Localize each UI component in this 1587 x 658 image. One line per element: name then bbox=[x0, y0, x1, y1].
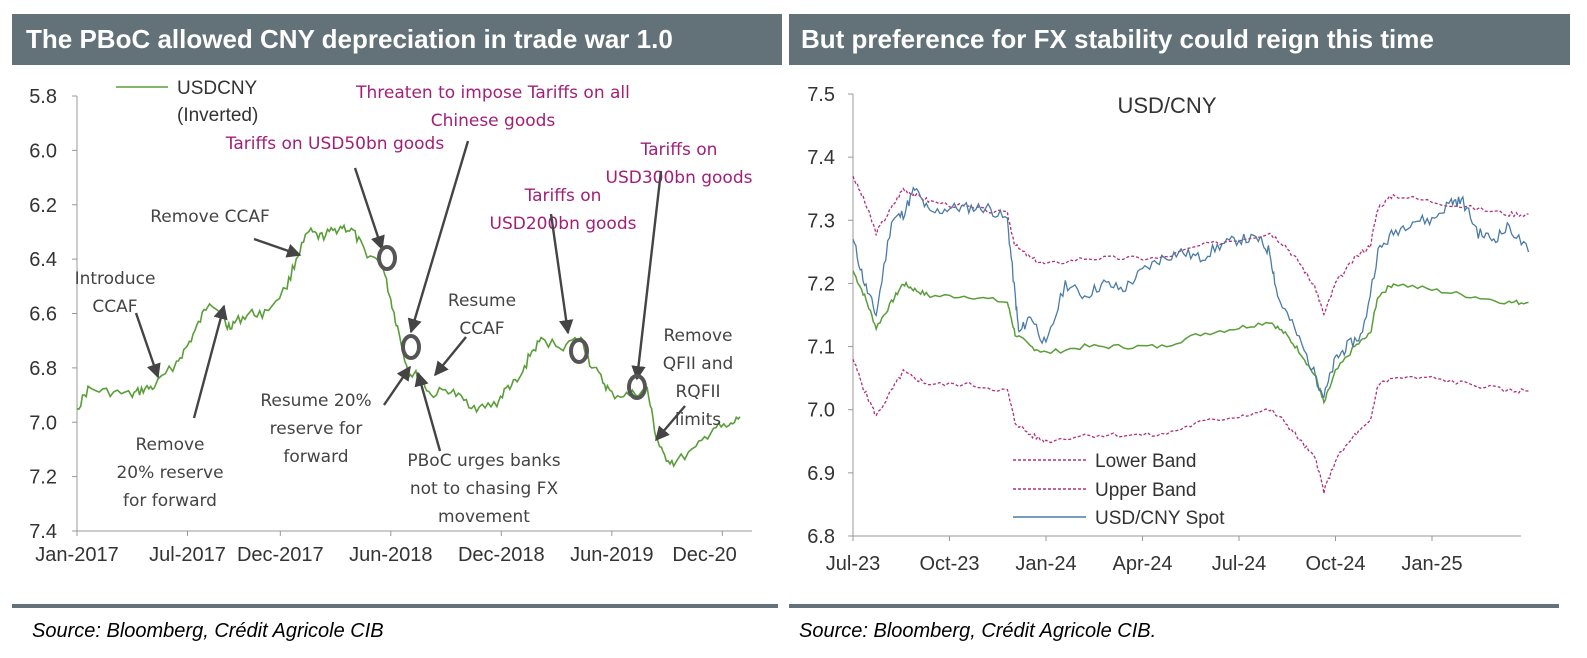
right-y-tick-label: 7.3 bbox=[807, 210, 835, 232]
event-marker-circle bbox=[569, 338, 589, 364]
event-marker-circle bbox=[377, 245, 397, 271]
left-annotation-arrow bbox=[631, 170, 663, 381]
right-y-tick-label: 7.0 bbox=[807, 400, 835, 422]
left-annotation-text: CCAF bbox=[459, 319, 504, 339]
left-panel: The PBoC allowed CNY depreciation in tra… bbox=[0, 0, 782, 658]
left-source: Source: Bloomberg, Crédit Agricole CIB bbox=[32, 620, 384, 642]
left-annotation-arrow bbox=[253, 237, 302, 258]
left-annotation-text: for forward bbox=[123, 491, 217, 511]
right-y-tick-label: 7.2 bbox=[807, 273, 835, 295]
right-x-tick-label: Jul-23 bbox=[826, 553, 880, 575]
left-annotation-text: RQFII bbox=[676, 382, 721, 402]
left-annotation-text: Tariffs on bbox=[640, 140, 718, 160]
left-annotation-arrow bbox=[434, 336, 467, 377]
right-x-tick-label: Oct-24 bbox=[1305, 553, 1365, 575]
right-x-tick-label: Apr-24 bbox=[1112, 553, 1172, 575]
left-x-tick-label: Dec-20 bbox=[672, 544, 736, 566]
right-chart-title: USD/CNY bbox=[1117, 93, 1216, 118]
left-annotation-text: forward bbox=[283, 447, 348, 467]
left-annotation-text: Tariffs on bbox=[524, 186, 602, 206]
left-x-tick-label: Jan-2017 bbox=[35, 544, 118, 566]
left-annotation-text: Introduce bbox=[75, 269, 156, 289]
left-annotation-text: USD300bn goods bbox=[606, 168, 753, 188]
left-annotation-text: Remove bbox=[136, 435, 205, 455]
usdcny-inverted-line bbox=[76, 223, 741, 468]
left-y-tick-label: 6.2 bbox=[29, 195, 57, 217]
right-panel: But preference for FX stability could re… bbox=[789, 0, 1587, 658]
left-x-tick-label: Dec-2017 bbox=[237, 544, 324, 566]
right-x-tick-label: Jan-24 bbox=[1015, 553, 1076, 575]
left-annotation-text: limits bbox=[675, 410, 721, 430]
usdcny-spot-line bbox=[852, 186, 1530, 399]
left-annotation-text: Tariffs on USD50bn goods bbox=[225, 134, 445, 154]
right-chart: 6.8 6.9 7.0 7.1 7.2 7.3 7.4 7.5 Jul-23 Oct-23 Jan-… bbox=[807, 84, 1530, 575]
left-x-tick-label: Jun-2018 bbox=[349, 544, 432, 566]
left-annotation-arrow bbox=[414, 371, 442, 452]
left-x-tick-label: Dec-2018 bbox=[458, 544, 545, 566]
right-y-tick-label: 6.9 bbox=[807, 463, 835, 485]
left-panel-title: The PBoC allowed CNY depreciation in tra… bbox=[12, 14, 782, 65]
left-y-tick-label: 7.2 bbox=[29, 467, 57, 489]
lower-band-line bbox=[852, 359, 1529, 494]
left-legend-label: USDCNY bbox=[177, 78, 258, 99]
left-annotation-text: USD200bn goods bbox=[490, 214, 637, 234]
right-x-tick-label: Jul-24 bbox=[1212, 553, 1266, 575]
right-y-tick-label: 6.8 bbox=[807, 526, 835, 548]
left-annotation-text: movement bbox=[438, 507, 530, 527]
left-x-tick-label: Jul-2017 bbox=[149, 544, 226, 566]
left-annotation-text: 20% reserve bbox=[116, 463, 223, 483]
left-annotation-arrow bbox=[549, 213, 574, 335]
left-annotation-text: Resume bbox=[448, 291, 516, 311]
left-annotation-text: Remove bbox=[664, 326, 733, 346]
left-legend-label: (Inverted) bbox=[177, 105, 258, 126]
left-annotation-arrow bbox=[383, 365, 411, 406]
right-x-tick-label: Jan-25 bbox=[1401, 553, 1462, 575]
right-legend-label: USD/CNY Spot bbox=[1095, 508, 1225, 529]
right-y-tick-label: 7.5 bbox=[807, 84, 835, 106]
left-y-tick-label: 7.0 bbox=[29, 412, 57, 434]
left-annotation-arrow bbox=[655, 405, 686, 442]
event-marker-circle bbox=[401, 334, 421, 360]
left-y-tick-label: 6.0 bbox=[29, 140, 57, 162]
right-divider bbox=[789, 604, 1559, 608]
left-y-tick-label: 6.4 bbox=[29, 249, 57, 271]
left-y-tick-label: 7.4 bbox=[29, 521, 57, 543]
right-legend-label: Upper Band bbox=[1095, 480, 1196, 501]
central-parity-line bbox=[852, 270, 1529, 405]
left-annotation-arrow bbox=[407, 140, 470, 334]
left-annotation-arrow bbox=[134, 312, 161, 379]
right-y-tick-label: 7.4 bbox=[807, 147, 835, 169]
left-annotation-text: not to chasing FX bbox=[410, 479, 559, 499]
right-x-tick-label: Oct-23 bbox=[919, 553, 979, 575]
left-y-tick-label: 6.6 bbox=[29, 304, 57, 326]
left-annotation-text: PBoC urges banks bbox=[407, 451, 560, 471]
left-annotation-text: Remove CCAF bbox=[150, 207, 270, 227]
right-y-tick-label: 7.1 bbox=[807, 337, 835, 359]
right-legend-label: Lower Band bbox=[1095, 451, 1196, 472]
left-annotation-text: Chinese goods bbox=[431, 111, 556, 131]
left-annotation-text: Threaten to impose Tariffs on all bbox=[355, 83, 630, 103]
left-annotation-arrow bbox=[353, 167, 385, 251]
left-y-tick-label: 6.8 bbox=[29, 358, 57, 380]
left-y-tick-label: 5.8 bbox=[29, 86, 57, 108]
left-x-tick-label: Jun-2019 bbox=[570, 544, 653, 566]
right-source: Source: Bloomberg, Crédit Agricole CIB. bbox=[799, 620, 1157, 642]
left-annotation-arrow bbox=[192, 304, 228, 419]
left-annotation-text: reserve for bbox=[270, 419, 363, 439]
left-annotation-text: Resume 20% bbox=[260, 391, 371, 411]
event-marker-circle bbox=[627, 374, 647, 400]
left-annotation-text: CCAF bbox=[92, 297, 137, 317]
right-panel-title: But preference for FX stability could re… bbox=[789, 14, 1570, 65]
upper-band-line bbox=[852, 175, 1529, 316]
left-divider bbox=[12, 604, 778, 608]
left-annotation-text: QFII and bbox=[663, 354, 734, 374]
